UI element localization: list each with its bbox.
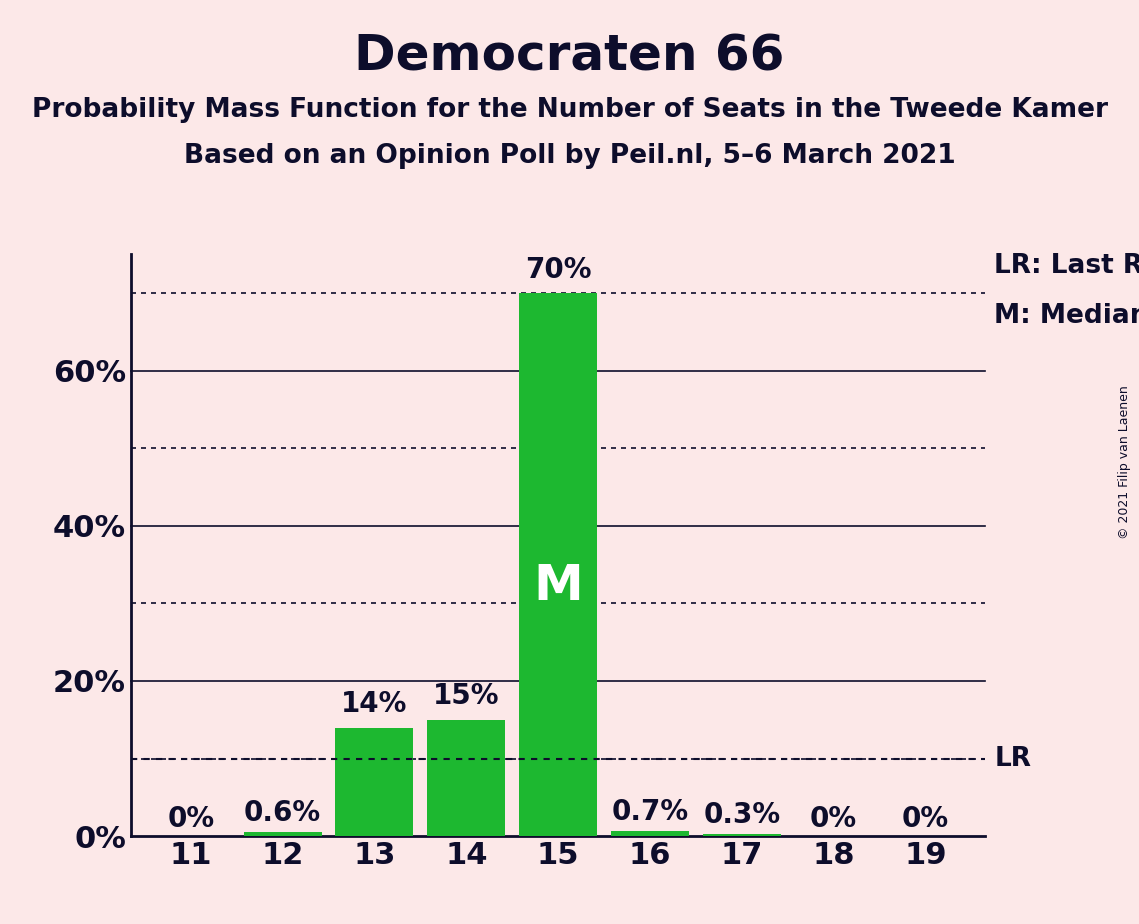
- Bar: [335, 727, 413, 836]
- Text: 0.7%: 0.7%: [612, 798, 689, 826]
- Text: Probability Mass Function for the Number of Seats in the Tweede Kamer: Probability Mass Function for the Number…: [32, 97, 1107, 123]
- Text: 70%: 70%: [525, 256, 591, 284]
- Bar: [611, 831, 689, 836]
- Text: 0%: 0%: [902, 805, 949, 833]
- Text: Based on an Opinion Poll by Peil.nl, 5–6 March 2021: Based on an Opinion Poll by Peil.nl, 5–6…: [183, 143, 956, 169]
- Bar: [519, 293, 597, 836]
- Text: LR: LR: [994, 746, 1032, 772]
- Text: 0.3%: 0.3%: [703, 801, 780, 829]
- Text: 15%: 15%: [433, 683, 500, 711]
- Text: 14%: 14%: [342, 690, 408, 718]
- Text: Democraten 66: Democraten 66: [354, 32, 785, 80]
- Text: M: Median: M: Median: [994, 303, 1139, 329]
- Text: 0%: 0%: [167, 805, 214, 833]
- Bar: [703, 833, 781, 836]
- Bar: [244, 832, 321, 836]
- Text: 0%: 0%: [810, 805, 858, 833]
- Text: 0.6%: 0.6%: [244, 799, 321, 827]
- Bar: [427, 720, 506, 836]
- Text: M: M: [533, 563, 583, 610]
- Text: © 2021 Filip van Laenen: © 2021 Filip van Laenen: [1118, 385, 1131, 539]
- Text: LR: Last Result: LR: Last Result: [994, 253, 1139, 279]
